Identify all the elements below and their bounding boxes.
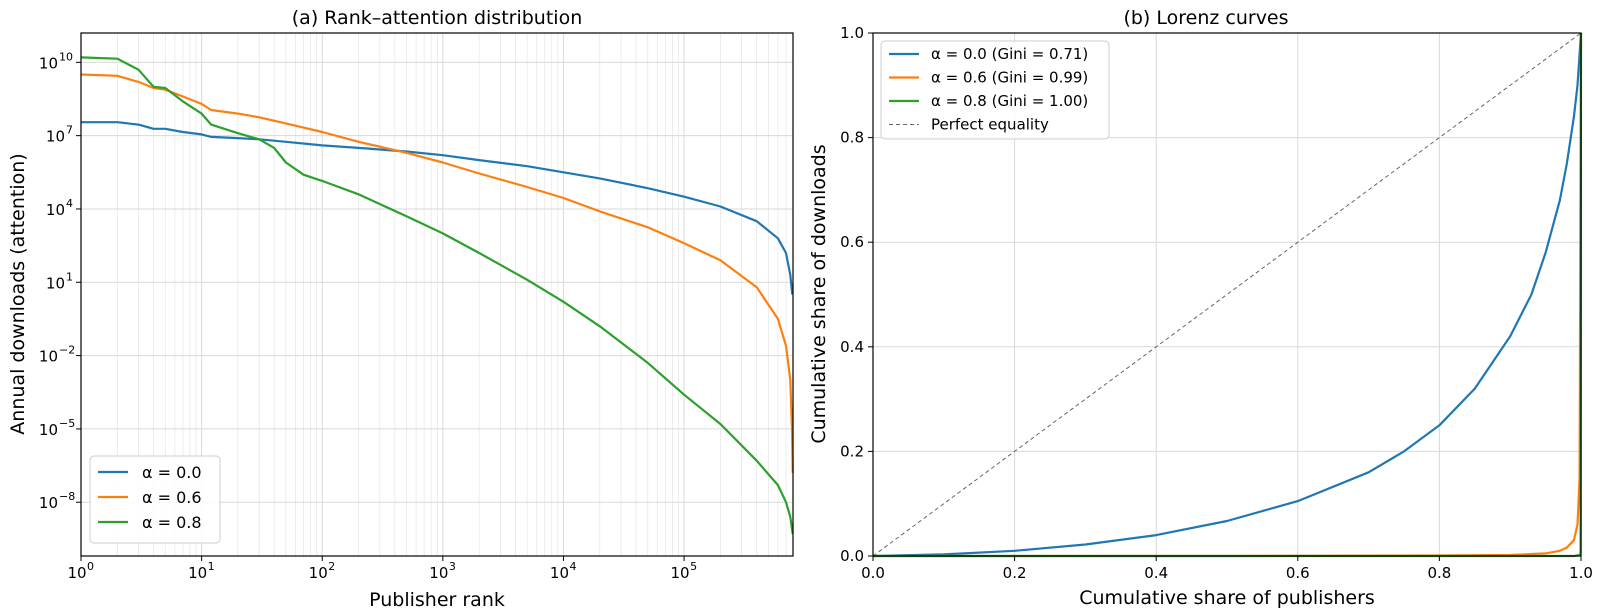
y-tick-sup: −8 bbox=[59, 490, 75, 503]
y-tick-sup: 7 bbox=[66, 124, 73, 137]
x-tick-label: 10 bbox=[429, 564, 448, 582]
x-tick-sup: 4 bbox=[569, 560, 576, 573]
y-tick-sup: 1 bbox=[66, 270, 73, 283]
x-tick-sup: 2 bbox=[328, 560, 335, 573]
y-tick-label: 10 bbox=[46, 201, 65, 219]
series-line-0 bbox=[81, 121, 794, 295]
y-tick-label: 0.8 bbox=[840, 129, 864, 147]
x-tick-label: 0.0 bbox=[861, 564, 885, 582]
y-tick-label: 10 bbox=[46, 128, 65, 146]
series-line-2 bbox=[80, 56, 794, 535]
x-tick-label: 10 bbox=[188, 564, 207, 582]
panel-a-xticks: 10 0 10 1 10 2 10 3 10 4 10 5 bbox=[67, 556, 697, 582]
panel-b-yticks: 0.0 0.2 0.4 0.6 0.8 1.0 bbox=[840, 24, 873, 565]
legend-label: Perfect equality bbox=[931, 116, 1049, 134]
x-tick-label: 10 bbox=[550, 564, 569, 582]
panel-b-legend: α = 0.0 (Gini = 0.71) α = 0.6 (Gini = 0.9… bbox=[880, 40, 1110, 140]
panel-b: (b) Lorenz curves 0.0 0.2 0.4 0.6 0.8 1.0 0.0… bbox=[808, 7, 1593, 609]
panel-a-frame bbox=[80, 32, 794, 557]
panel-a-series bbox=[80, 56, 794, 535]
panel-b-title: (b) Lorenz curves bbox=[1123, 7, 1288, 29]
x-tick-label: 0.4 bbox=[1144, 564, 1168, 582]
x-tick-sup: 3 bbox=[449, 560, 456, 573]
x-tick-label: 10 bbox=[671, 564, 690, 582]
series-line-0 bbox=[872, 32, 1583, 558]
panel-a-legend: α = 0.0 α = 0.6 α = 0.8 bbox=[89, 455, 221, 544]
x-tick-sup: 5 bbox=[690, 560, 697, 573]
x-tick-label: 0.8 bbox=[1427, 564, 1451, 582]
y-tick-label: 10 bbox=[46, 274, 65, 292]
y-tick-sup: −2 bbox=[59, 344, 75, 357]
legend-label: α = 0.8 (Gini = 1.00) bbox=[931, 92, 1088, 110]
panel-b-xlabel: Cumulative share of publishers bbox=[1079, 587, 1375, 609]
x-tick-label: 0.2 bbox=[1003, 564, 1027, 582]
x-tick-sup: 0 bbox=[87, 560, 94, 573]
series-line-1 bbox=[80, 73, 794, 473]
x-tick-label: 0.6 bbox=[1286, 564, 1310, 582]
y-tick-label: 0.4 bbox=[840, 338, 864, 356]
x-tick-label: 1.0 bbox=[1569, 564, 1593, 582]
y-tick-sup: −5 bbox=[59, 417, 75, 430]
y-tick-label: 10 bbox=[39, 54, 58, 72]
legend-label: α = 0.6 (Gini = 0.99) bbox=[931, 69, 1088, 87]
x-tick-label: 10 bbox=[309, 564, 328, 582]
legend-label: α = 0.6 bbox=[142, 488, 202, 507]
panel-a-xlabel: Publisher rank bbox=[369, 589, 505, 611]
panel-a-title: (a) Rank–attention distribution bbox=[292, 7, 582, 29]
y-tick-label: 10 bbox=[39, 494, 58, 512]
y-tick-label: 0.0 bbox=[840, 547, 864, 565]
y-tick-label: 10 bbox=[39, 421, 58, 439]
y-tick-label: 10 bbox=[39, 348, 58, 366]
y-tick-sup: 10 bbox=[59, 50, 73, 63]
panel-b-frame bbox=[872, 32, 1582, 557]
y-tick-label: 0.2 bbox=[840, 442, 864, 460]
legend-box bbox=[880, 40, 1110, 140]
y-tick-label: 0.6 bbox=[840, 233, 864, 251]
y-tick-sup: 4 bbox=[66, 197, 73, 210]
x-tick-label: 10 bbox=[67, 564, 86, 582]
panel-a: (a) Rank–attention distribution 10 0 10 1 10… bbox=[7, 7, 794, 611]
y-tick-label: 1.0 bbox=[840, 24, 864, 42]
panel-b-xticks: 0.0 0.2 0.4 0.6 0.8 1.0 bbox=[861, 556, 1593, 582]
legend-label: α = 0.8 bbox=[142, 513, 202, 532]
panel-b-ylabel: Cumulative share of downloads bbox=[808, 144, 830, 443]
x-tick-sup: 1 bbox=[208, 560, 215, 573]
panel-a-ylabel: Annual downloads (attention) bbox=[7, 153, 29, 434]
legend-label: α = 0.0 (Gini = 0.71) bbox=[931, 45, 1088, 63]
legend-label: α = 0.0 bbox=[142, 463, 202, 482]
